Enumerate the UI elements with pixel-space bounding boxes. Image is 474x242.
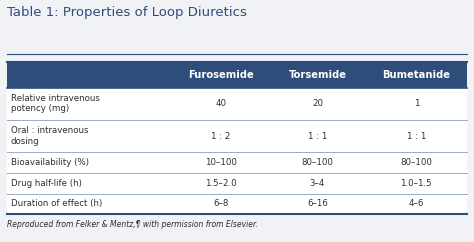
Text: 6–8: 6–8 — [213, 199, 228, 208]
Text: Reproduced from Felker & Mentz,¶ with permission from Elsevier.: Reproduced from Felker & Mentz,¶ with pe… — [7, 220, 258, 229]
Text: 1.0–1.5: 1.0–1.5 — [401, 179, 432, 188]
Text: Bumetanide: Bumetanide — [383, 70, 450, 80]
Text: Furosemide: Furosemide — [188, 70, 254, 80]
Text: Torsemide: Torsemide — [289, 70, 346, 80]
Text: 1 : 1: 1 : 1 — [308, 132, 327, 141]
Text: 10–100: 10–100 — [205, 158, 237, 167]
Text: Bioavailability (%): Bioavailability (%) — [11, 158, 89, 167]
Text: 4–6: 4–6 — [409, 199, 424, 208]
Text: 3–4: 3–4 — [310, 179, 325, 188]
Text: 80–100: 80–100 — [301, 158, 333, 167]
Text: Relative intravenous
potency (mg): Relative intravenous potency (mg) — [11, 94, 100, 113]
Text: 1 : 2: 1 : 2 — [211, 132, 230, 141]
Bar — [7, 152, 467, 173]
Bar — [7, 120, 467, 152]
Text: 1: 1 — [413, 99, 419, 108]
Text: 6–16: 6–16 — [307, 199, 328, 208]
Text: Drug half-life (h): Drug half-life (h) — [11, 179, 82, 188]
Text: 1 : 1: 1 : 1 — [407, 132, 426, 141]
Bar — [7, 194, 467, 214]
Text: Duration of effect (h): Duration of effect (h) — [11, 199, 102, 208]
Text: 20: 20 — [312, 99, 323, 108]
Bar — [7, 173, 467, 194]
Text: Oral : intravenous
dosing: Oral : intravenous dosing — [11, 126, 89, 146]
Text: 40: 40 — [215, 99, 227, 108]
Bar — [7, 62, 467, 88]
Bar — [7, 88, 467, 120]
Text: 1.5–2.0: 1.5–2.0 — [205, 179, 237, 188]
Text: 80–100: 80–100 — [401, 158, 432, 167]
Text: Table 1: Properties of Loop Diuretics: Table 1: Properties of Loop Diuretics — [7, 6, 247, 19]
